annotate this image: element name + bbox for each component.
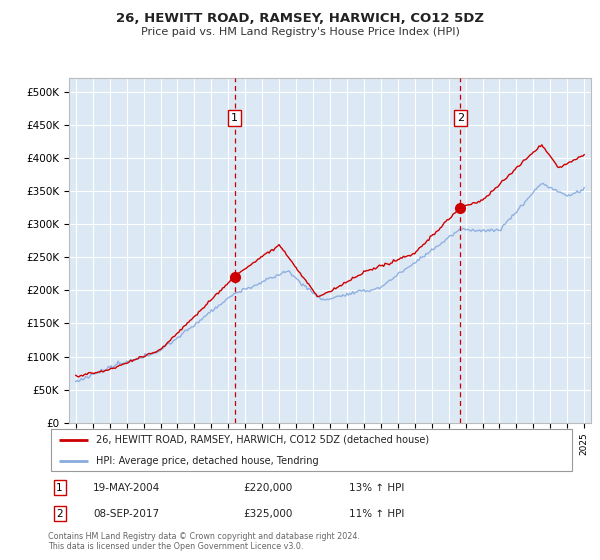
- Text: HPI: Average price, detached house, Tendring: HPI: Average price, detached house, Tend…: [95, 456, 318, 466]
- Text: 1: 1: [231, 113, 238, 123]
- Text: 08-SEP-2017: 08-SEP-2017: [93, 509, 159, 519]
- Text: Contains HM Land Registry data © Crown copyright and database right 2024.
This d: Contains HM Land Registry data © Crown c…: [48, 532, 360, 552]
- Text: 26, HEWITT ROAD, RAMSEY, HARWICH, CO12 5DZ: 26, HEWITT ROAD, RAMSEY, HARWICH, CO12 5…: [116, 12, 484, 25]
- Text: 13% ↑ HPI: 13% ↑ HPI: [349, 483, 404, 493]
- Text: 1: 1: [56, 483, 63, 493]
- Text: £325,000: £325,000: [244, 509, 293, 519]
- FancyBboxPatch shape: [50, 429, 572, 472]
- Text: 19-MAY-2004: 19-MAY-2004: [93, 483, 160, 493]
- Text: 11% ↑ HPI: 11% ↑ HPI: [349, 509, 404, 519]
- Text: Price paid vs. HM Land Registry's House Price Index (HPI): Price paid vs. HM Land Registry's House …: [140, 27, 460, 37]
- Text: 2: 2: [457, 113, 464, 123]
- Text: £220,000: £220,000: [244, 483, 293, 493]
- Text: 26, HEWITT ROAD, RAMSEY, HARWICH, CO12 5DZ (detached house): 26, HEWITT ROAD, RAMSEY, HARWICH, CO12 5…: [95, 435, 428, 445]
- Text: 2: 2: [56, 509, 63, 519]
